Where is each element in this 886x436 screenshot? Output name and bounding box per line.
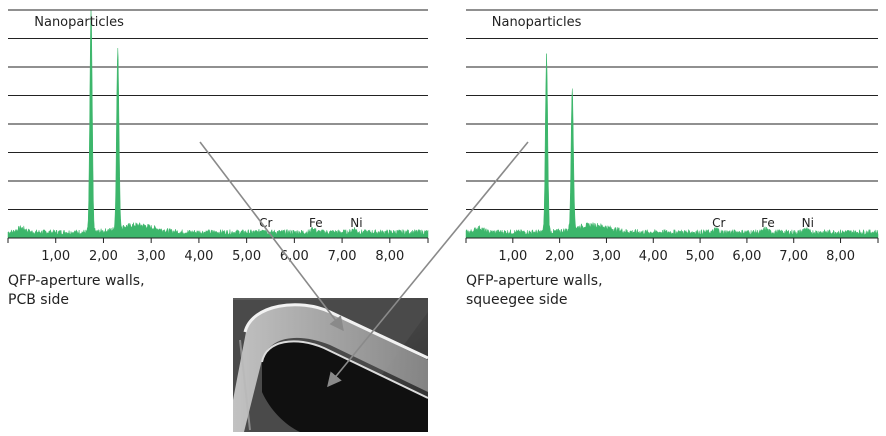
spectrum-chart-squeegee-side: 1,00 2,00 3,00 4,00 5,00 6,00 7,00 8,00 Nanopart… xyxy=(466,10,878,264)
caption-pcb-side-line-2: PCB side xyxy=(8,291,69,310)
spectrum-chart-pcb-side: 1,00 2,00 3,00 4,00 5,00 6,00 7,00 8,00 Nanopart… xyxy=(8,10,428,264)
chart-title: Nanoparticles xyxy=(34,15,124,30)
chart-title: Nanoparticles xyxy=(492,15,582,30)
element-label: Fe xyxy=(761,216,775,230)
element-label: Ni xyxy=(802,216,814,230)
caption-squeegee-side-line-1: QFP-aperture walls, xyxy=(466,272,603,291)
x-tick-label: 5,00 xyxy=(686,249,715,264)
x-tick-label: 3,00 xyxy=(137,249,166,264)
x-tick-label: 1,00 xyxy=(498,249,527,264)
x-tick-label: 6,00 xyxy=(280,249,309,264)
caption-squeegee-side-line-2: squeegee side xyxy=(466,291,568,310)
x-tick-label: 3,00 xyxy=(592,249,621,264)
x-tick-label: 2,00 xyxy=(545,249,574,264)
element-label: Cr xyxy=(712,216,725,230)
sem-micrograph-image xyxy=(233,298,428,432)
spectrum-area xyxy=(466,54,878,238)
x-tick-label: 5,00 xyxy=(232,249,261,264)
caption-pcb-side-line-1: QFP-aperture walls, xyxy=(8,272,145,291)
x-tick-label: 4,00 xyxy=(639,249,668,264)
x-tick-label: 8,00 xyxy=(375,249,404,264)
x-tick-label: 6,00 xyxy=(732,249,761,264)
x-tick-label: 1,00 xyxy=(41,249,70,264)
x-tick-label: 2,00 xyxy=(89,249,118,264)
x-tick-label: 4,00 xyxy=(184,249,213,264)
element-label: Fe xyxy=(309,216,323,230)
x-tick-label: 7,00 xyxy=(328,249,357,264)
element-label: Ni xyxy=(350,216,362,230)
x-tick-label: 7,00 xyxy=(779,249,808,264)
x-tick-label: 8,00 xyxy=(826,249,855,264)
